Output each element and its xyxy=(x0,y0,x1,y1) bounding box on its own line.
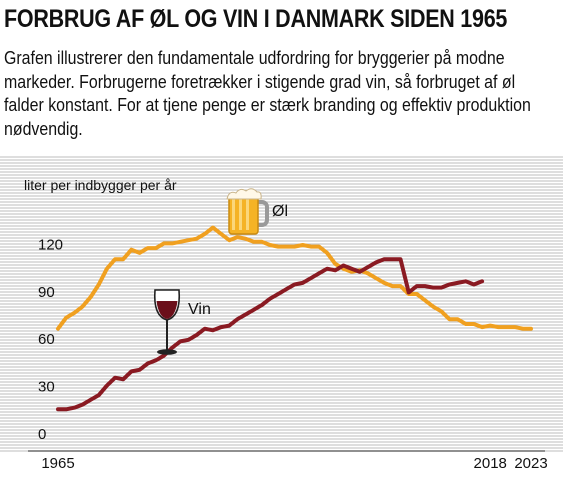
series-label: Vin xyxy=(188,301,211,318)
y-tick-labels: 0 30 60 90 120 xyxy=(38,236,63,443)
series-labels: Øl Vin xyxy=(188,203,288,318)
line-chart: liter per indbygger per år 0 30 60 90 120 19… xyxy=(0,156,563,472)
x-tick-label: 2018 xyxy=(474,455,507,472)
series-label: Øl xyxy=(272,203,288,220)
y-tick-label: 120 xyxy=(38,236,63,253)
series-line-0 xyxy=(56,225,533,331)
chart-subtitle: Grafen illustrerer den fundamentale udfo… xyxy=(4,47,531,139)
series-lines xyxy=(56,225,533,412)
y-tick-label: 0 xyxy=(38,426,46,443)
y-tick-label: 30 xyxy=(38,379,55,396)
series-line-1 xyxy=(56,257,485,412)
x-tick-label: 1965 xyxy=(41,455,74,472)
x-tick-label: 2023 xyxy=(514,455,547,472)
chart-background xyxy=(0,156,563,452)
y-axis-label: liter per indbygger per år xyxy=(24,177,177,193)
beer-mug-icon xyxy=(226,188,269,235)
wine-glass-icon xyxy=(153,289,181,355)
x-tick-labels: 1965 2018 2023 xyxy=(41,455,547,472)
y-tick-label: 60 xyxy=(38,331,55,348)
chart-title: FORBRUG AF ØL OG VIN I DANMARK SIDEN 196… xyxy=(4,5,508,33)
y-tick-label: 90 xyxy=(38,284,55,301)
